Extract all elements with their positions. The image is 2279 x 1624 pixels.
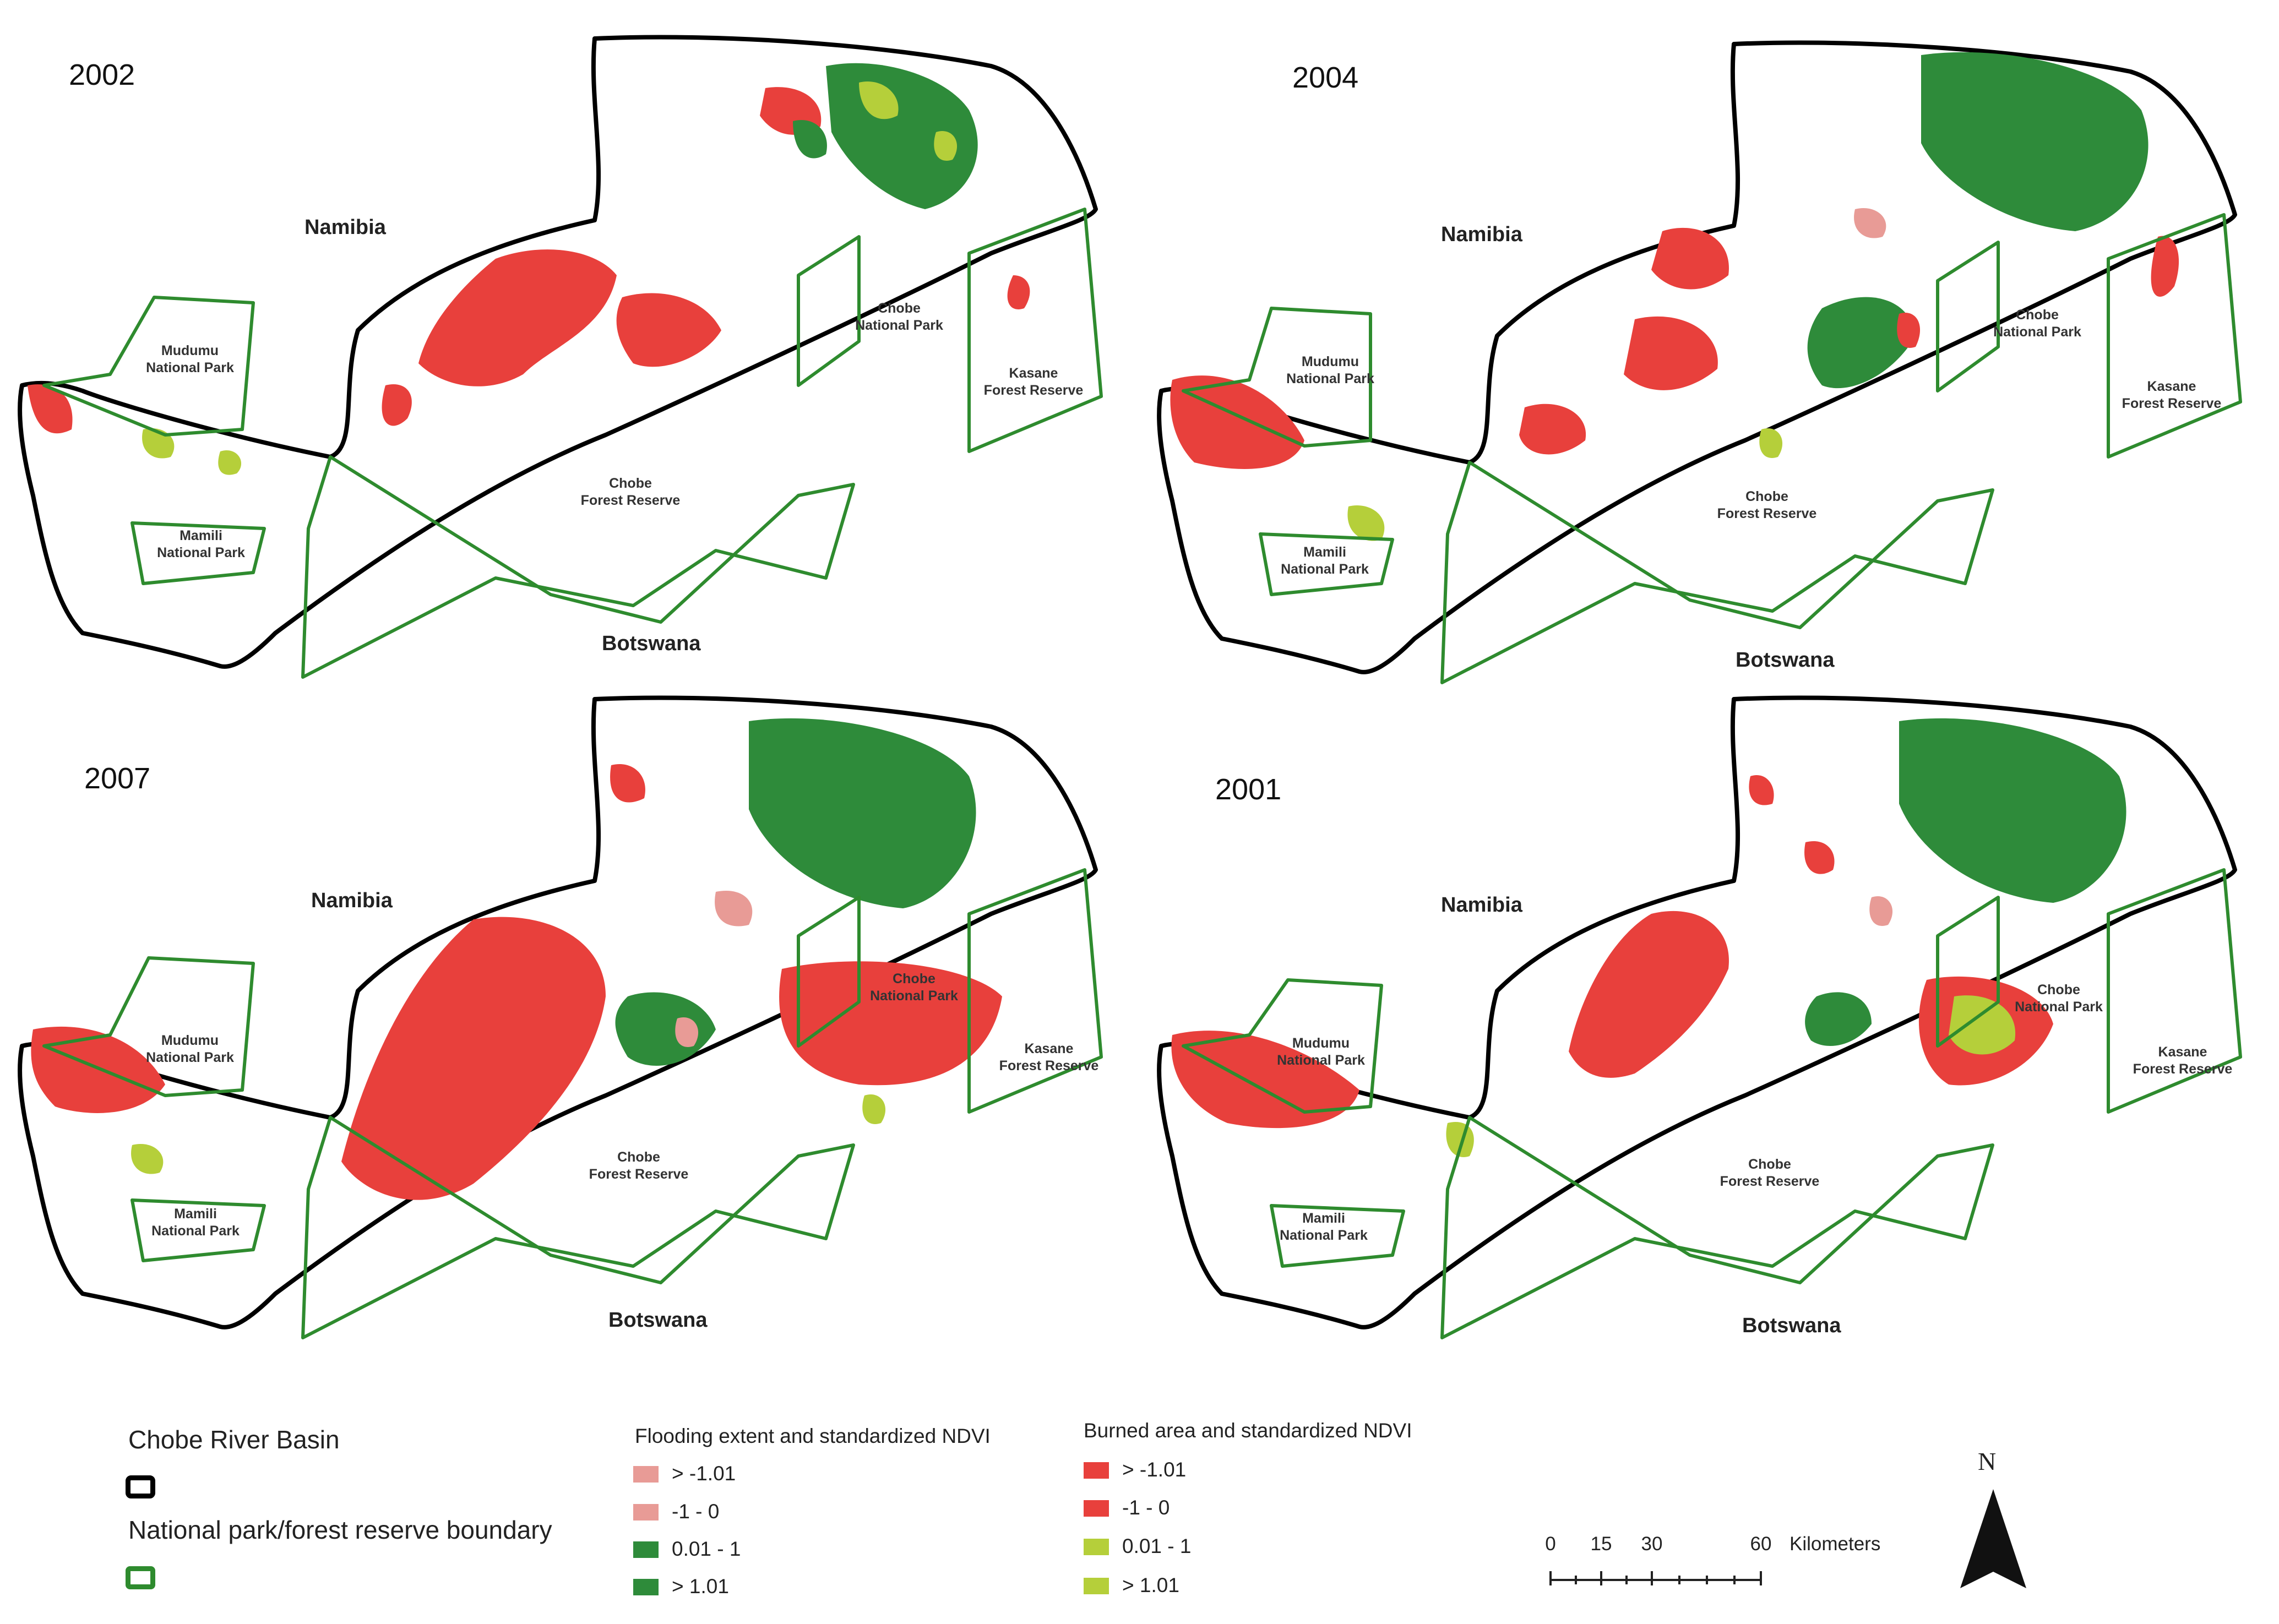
scale-tick-label-2: 30 (1641, 1533, 1663, 1555)
map-panel-2001: 2001 Namibia Botswana Mudumu National Par… (1139, 688, 2279, 1376)
park-label-mudumu: Mudumu National Park (146, 343, 234, 375)
country-label-north: Namibia (1441, 223, 1522, 246)
park-label-chobe-fr: Chobe Forest Reserve (1717, 489, 1817, 521)
legend-burn-swatch-2 (1084, 1539, 1109, 1555)
legend-burn-swatch-1 (1084, 1500, 1109, 1517)
scale-bar-graphic (1549, 1571, 1762, 1585)
map-2007 (18, 695, 1103, 1339)
north-arrow-icon (1960, 1489, 2026, 1588)
park-label-chobe-fr: Chobe Forest Reserve (1720, 1157, 1820, 1189)
flood-negative-patches (1854, 208, 1886, 238)
legend-flood-swatch-0 (633, 1466, 659, 1483)
burned-area-patches (31, 764, 1002, 1200)
park-boundaries (42, 208, 1103, 679)
legend-basin-label: Chobe River Basin (128, 1425, 340, 1454)
map-panel-2007: 2007 Namibia Botswana Mudumu National Par… (0, 688, 1139, 1376)
scale-tick-label-0: 0 (1545, 1533, 1556, 1555)
scale-tick-label-1: 15 (1590, 1533, 1612, 1555)
ndvi-positive-patches (1805, 718, 2126, 1046)
panel-year: 2007 (84, 762, 151, 795)
park-label-mamili: Mamili National Park (1280, 1211, 1368, 1243)
map-2002 (18, 35, 1103, 679)
park-label-kasane: Kasane Forest Reserve (2133, 1044, 2233, 1077)
legend-flood-label-1: -1 - 0 (672, 1500, 720, 1523)
legend-burn-label-2: 0.01 - 1 (1122, 1535, 1192, 1557)
legend-boundary-label: National park/forest reserve boundary (128, 1516, 552, 1544)
park-label-mamili: Mamili National Park (151, 1206, 240, 1239)
basin-boundary (18, 35, 1098, 669)
park-label-mamili: Mamili National Park (157, 528, 245, 560)
legend-flooding-title: Flooding extent and standardized NDVI (635, 1425, 991, 1447)
park-boundaries (1182, 213, 2242, 684)
burn-positive-patches (1347, 428, 1783, 541)
legend-burn-label-0: > -1.01 (1122, 1458, 1187, 1481)
park-label-chobe-fr: Chobe Forest Reserve (589, 1149, 689, 1182)
country-label-north: Namibia (311, 889, 393, 912)
legend-flood-label-3: > 1.01 (672, 1575, 729, 1598)
legend-burn-swatch-0 (1084, 1462, 1109, 1479)
legend-flood-label-2: 0.01 - 1 (672, 1538, 741, 1560)
park-label-kasane: Kasane Forest Reserve (983, 366, 1084, 398)
flood-negative-patches (1869, 896, 1893, 926)
park-boundaries (1182, 868, 2242, 1339)
park-label-chobe-np: Chobe National Park (870, 971, 958, 1004)
scale-unit: Kilometers (1790, 1533, 1881, 1555)
burn-positive-patches (131, 1094, 886, 1174)
map-2004 (1157, 40, 2242, 684)
country-label-south: Botswana (608, 1309, 708, 1332)
park-label-chobe-np: Chobe National Park (855, 301, 943, 333)
panel-year: 2002 (69, 58, 135, 91)
park-label-kasane: Kasane Forest Reserve (2122, 379, 2222, 411)
park-label-chobe-np: Chobe National Park (2015, 982, 2103, 1015)
park-label-chobe-fr: Chobe Forest Reserve (580, 476, 681, 508)
ndvi-positive-patches (1807, 52, 2149, 389)
country-label-north: Namibia (1441, 893, 1522, 917)
legend-flood-label-0: > -1.01 (672, 1462, 736, 1485)
park-label-mudumu: Mudumu National Park (146, 1033, 234, 1065)
country-label-south: Botswana (1742, 1314, 1841, 1337)
burn-positive-patches (142, 81, 958, 475)
legend-boundary-swatch (126, 1566, 155, 1589)
panel-year: 2001 (1215, 773, 1282, 806)
legend-burned-title: Burned area and standardized NDVI (1084, 1419, 1412, 1442)
map-2001 (1157, 695, 2242, 1339)
park-label-kasane: Kasane Forest Reserve (999, 1041, 1099, 1073)
country-label-south: Botswana (602, 632, 701, 655)
legend-burn-label-3: > 1.01 (1122, 1574, 1179, 1596)
park-label-mudumu: Mudumu National Park (1286, 354, 1374, 386)
country-label-south: Botswana (1736, 648, 1835, 672)
park-label-mamili: Mamili National Park (1281, 544, 1369, 577)
legend-flood-swatch-3 (633, 1579, 659, 1595)
scale-tick-label-3: 60 (1750, 1533, 1772, 1555)
legend-burn-label-1: -1 - 0 (1122, 1496, 1170, 1519)
park-boundaries (42, 868, 1103, 1339)
legend-burn-swatch-3 (1084, 1578, 1109, 1594)
legend-flood-swatch-1 (633, 1504, 659, 1521)
park-label-mudumu: Mudumu National Park (1277, 1036, 1365, 1068)
north-label: N (1978, 1447, 1997, 1475)
park-label-chobe-np: Chobe National Park (1993, 307, 2081, 340)
ndvi-positive-patches (615, 718, 976, 1066)
burned-area-patches (28, 87, 1030, 434)
flood-negative-patches (675, 891, 753, 1047)
map-panel-2004: 2004 Namibia Botswana Mudumu National Par… (1139, 0, 2279, 688)
country-label-north: Namibia (304, 216, 386, 239)
panel-year: 2004 (1292, 61, 1359, 94)
legend-basin-swatch (126, 1475, 155, 1498)
legend-flood-swatch-2 (633, 1541, 659, 1558)
map-panel-2002: 2002 Namibia Botswana Mudumu National Par… (0, 0, 1139, 688)
